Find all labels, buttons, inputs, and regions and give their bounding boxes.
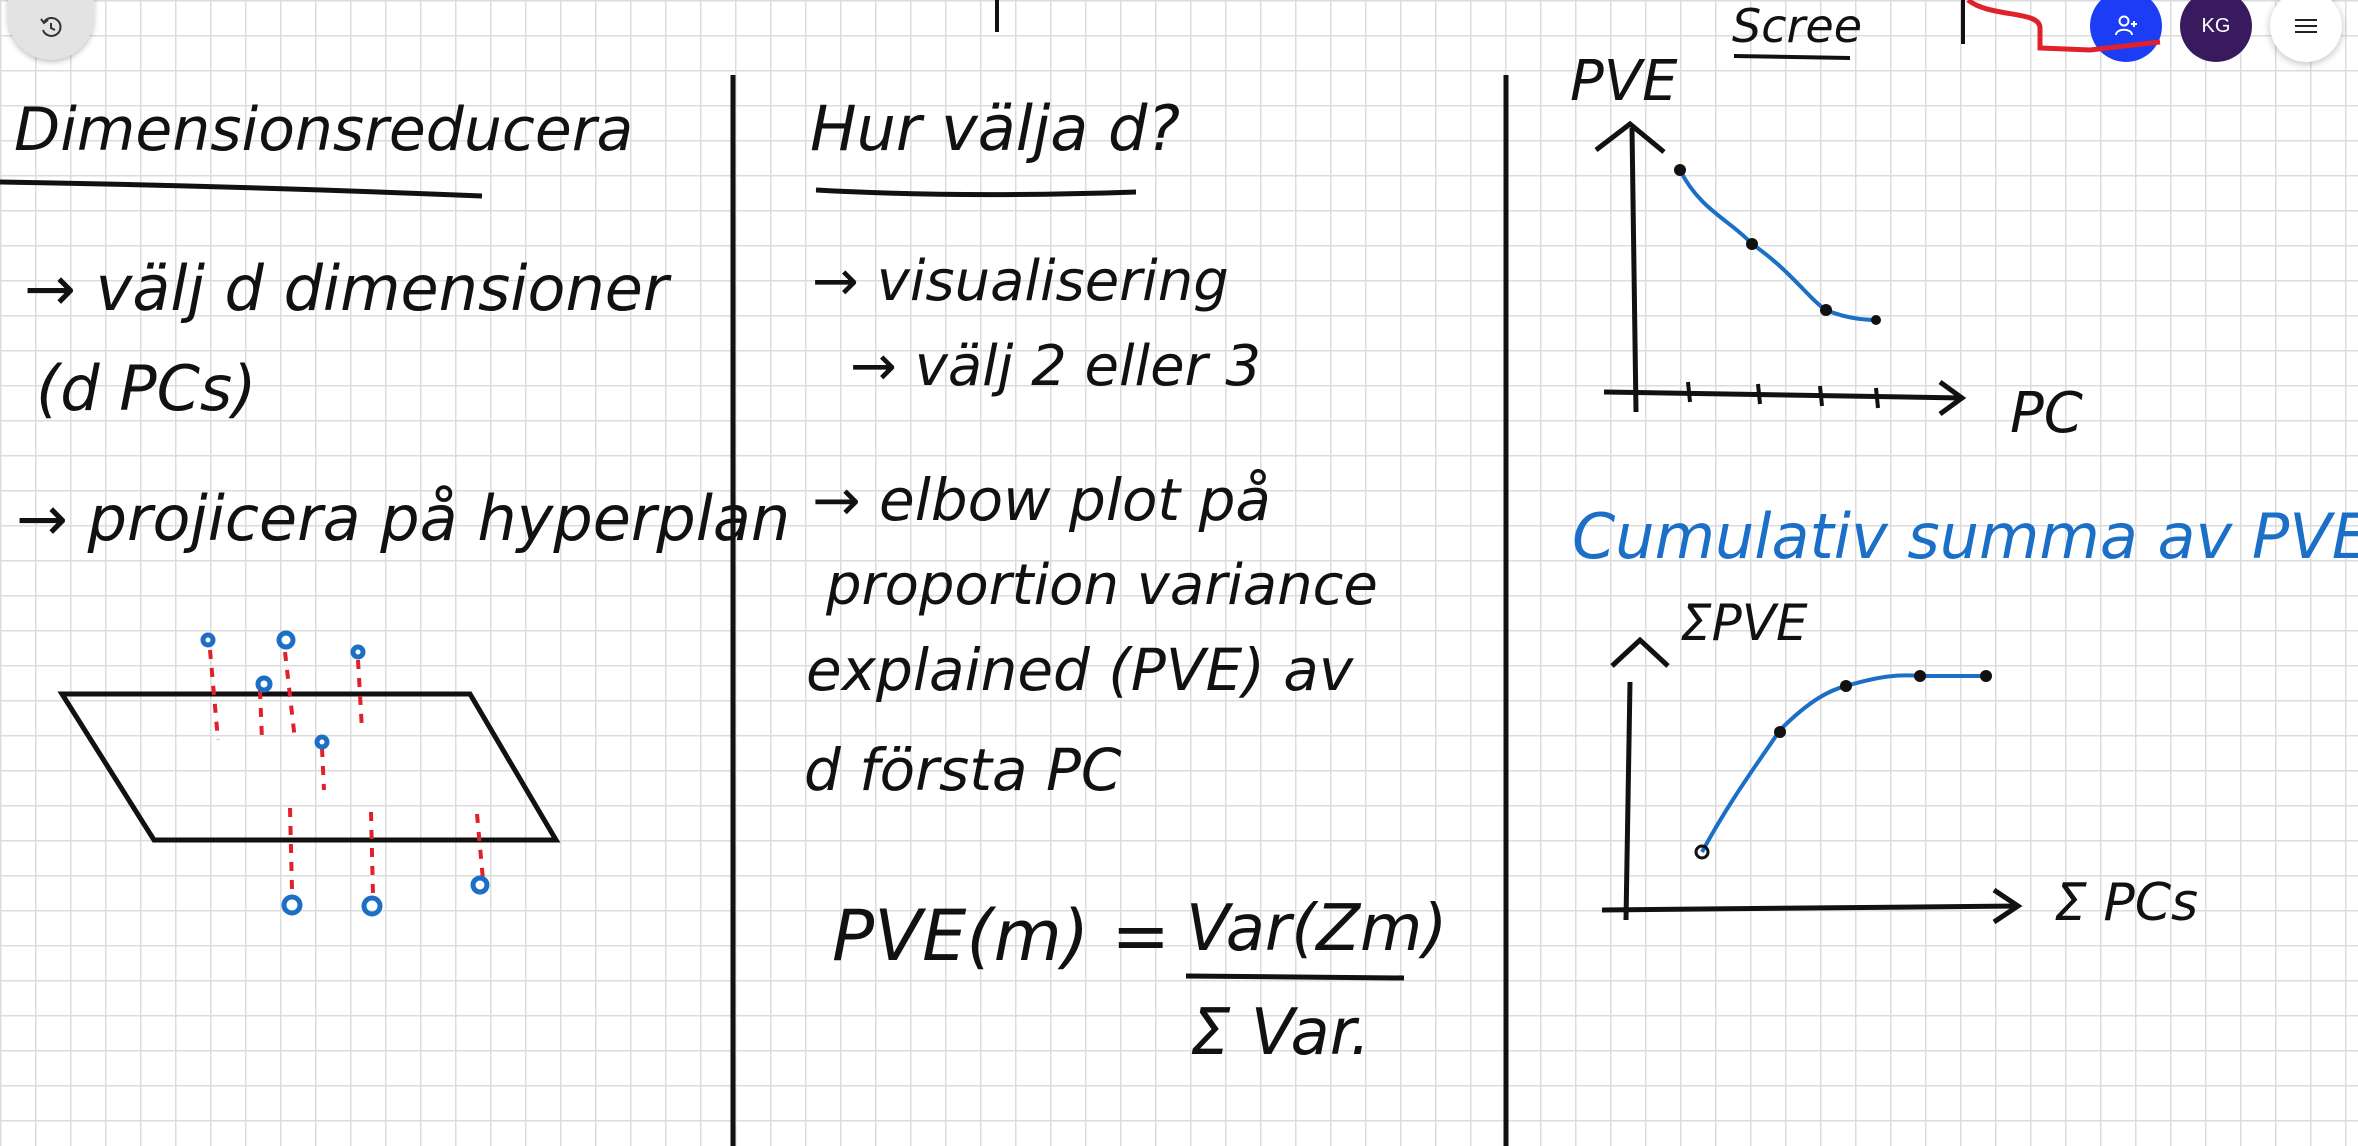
user-avatar[interactable]: KG bbox=[2180, 0, 2252, 62]
scree-point bbox=[1674, 164, 1686, 176]
cum-point bbox=[1840, 680, 1852, 692]
middle-bullet2-line3: explained (PVE) av bbox=[806, 636, 1355, 704]
invite-user-button[interactable] bbox=[2090, 0, 2162, 62]
middle-sub-bullet1: → välj 2 eller 3 bbox=[850, 334, 1261, 399]
cum-point bbox=[1980, 670, 1992, 682]
cum-curve bbox=[1700, 673, 1986, 853]
scree-label: Scree bbox=[1732, 0, 1862, 53]
cum-x-axis bbox=[1601, 887, 2023, 925]
scree-ylabel: PVE bbox=[1570, 49, 1678, 114]
pve-formula: PVE(m) = Var(Zm) Σ Var. bbox=[832, 892, 1447, 1070]
cum-point bbox=[1694, 844, 1710, 860]
middle-title: Hur välja d? bbox=[810, 92, 1180, 165]
scree-point bbox=[1871, 315, 1881, 325]
hyperplane-sketch bbox=[57, 630, 561, 917]
cum-y-arrowhead bbox=[1610, 636, 1670, 668]
scree-xlabel: PC bbox=[2010, 381, 2083, 446]
formula-lhs: PVE(m) = bbox=[832, 895, 1170, 977]
scree-y-axis bbox=[1594, 120, 1666, 413]
cum-y-axis bbox=[1623, 681, 1633, 921]
scree-label-underline bbox=[1733, 54, 1851, 60]
cum-ylabel: ΣPVE bbox=[1680, 594, 1808, 652]
formula-fraction-bar bbox=[1185, 973, 1405, 981]
middle-bullet2-line4: d första PC bbox=[804, 736, 1122, 804]
cumulative-title: Cumulativ summa av PVE bbox=[1572, 500, 2358, 573]
formula-numerator: Var(Zm) bbox=[1186, 892, 1447, 966]
scree-point bbox=[1820, 304, 1832, 316]
scree-plot: PVE PC bbox=[1570, 49, 2083, 446]
middle-title-underline bbox=[815, 187, 1137, 198]
menu-button[interactable] bbox=[2270, 0, 2342, 62]
formula-denominator: Σ Var. bbox=[1190, 996, 1370, 1070]
hamburger-menu-icon bbox=[2295, 15, 2317, 37]
left-bullet1-line2: (d PCs) bbox=[36, 352, 256, 425]
history-icon bbox=[40, 17, 62, 37]
cum-xlabel: Σ PCs bbox=[2054, 873, 2198, 933]
scree-point bbox=[1746, 238, 1758, 250]
cum-point bbox=[1914, 670, 1926, 682]
red-scribble bbox=[1966, 0, 2161, 53]
left-title-underline bbox=[0, 179, 483, 199]
middle-bullet2-line2: proportion variance bbox=[825, 553, 1378, 618]
cum-point bbox=[1774, 726, 1786, 738]
left-title: Dimensionsreducera bbox=[14, 95, 633, 165]
left-bullet1-line1: → välj d dimensioner bbox=[24, 252, 672, 325]
middle-bullet1: → visualisering bbox=[812, 249, 1229, 314]
scree-curve bbox=[1678, 169, 1881, 322]
scree-x-axis bbox=[1603, 379, 1967, 417]
middle-bullet2-line1: → elbow plot på bbox=[812, 466, 1271, 534]
add-user-icon bbox=[2115, 15, 2137, 36]
cumulative-plot: ΣPVE Σ PCs bbox=[1601, 594, 2198, 933]
left-bullet2: → projicera på hyperplan bbox=[16, 482, 790, 555]
